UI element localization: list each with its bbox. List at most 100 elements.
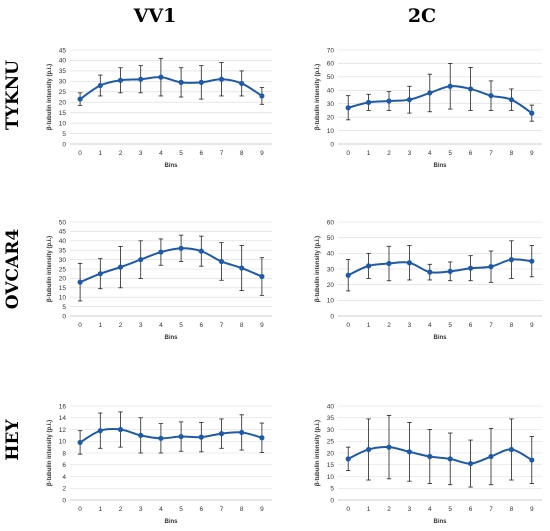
data-point <box>97 271 103 277</box>
data-point <box>366 446 372 453</box>
y-tick-label: 40 <box>59 238 67 245</box>
y-tick-label: 30 <box>327 266 335 273</box>
data-point <box>259 435 265 441</box>
x-tick-label: 1 <box>367 150 371 157</box>
data-point <box>198 434 204 440</box>
y-tick-label: 40 <box>59 58 67 65</box>
data-point <box>447 83 453 89</box>
x-tick-label: 3 <box>139 150 143 157</box>
y-axis-label: β-tubulin intensity (p.i.) <box>47 236 53 302</box>
x-tick-label: 3 <box>408 506 412 513</box>
x-axis-label: Bins <box>433 335 447 341</box>
y-tick-label: 30 <box>327 101 335 108</box>
y-tick-label: 0 <box>330 313 334 320</box>
x-tick-label: 0 <box>78 150 82 157</box>
x-axis-label: Bins <box>433 519 447 525</box>
y-tick-label: 10 <box>59 439 67 446</box>
x-tick-label: 8 <box>240 150 244 157</box>
x-tick-label: 9 <box>260 150 264 157</box>
data-point <box>259 273 265 280</box>
x-tick-label: 5 <box>179 150 183 157</box>
y-tick-label: 35 <box>59 68 67 75</box>
y-tick-label: 10 <box>59 295 67 302</box>
y-tick-label: 6 <box>62 462 66 469</box>
x-tick-label: 6 <box>469 322 473 329</box>
x-tick-label: 1 <box>98 506 102 513</box>
data-point <box>218 258 225 265</box>
data-point <box>508 257 514 263</box>
y-tick-label: 15 <box>327 462 335 469</box>
data-point <box>77 279 83 285</box>
y-tick-label: 0 <box>62 313 66 320</box>
y-tick-label: 40 <box>327 251 335 258</box>
chart-panel-1: 0 10 20 30 40 50 60 70 0 1 2 3 4 5 6 7 8 9 Bins β-tubulin i… <box>315 47 542 169</box>
data-point <box>138 76 144 82</box>
x-tick-label: 5 <box>179 322 183 329</box>
y-axis-label: β-tubulin intensity (p.i.) <box>47 420 53 486</box>
data-point <box>488 264 494 270</box>
x-tick-label: 7 <box>489 150 493 157</box>
data-point <box>158 249 164 255</box>
x-tick-label: 1 <box>98 322 102 329</box>
x-tick-label: 8 <box>510 150 514 157</box>
data-point <box>447 456 453 462</box>
x-tick-label: 0 <box>346 150 350 157</box>
data-point <box>218 431 225 437</box>
x-tick-label: 2 <box>387 322 391 329</box>
y-tick-label: 30 <box>59 257 67 264</box>
x-tick-label: 7 <box>489 322 493 329</box>
data-point <box>198 248 204 254</box>
y-tick-label: 50 <box>327 74 335 81</box>
y-tick-label: 15 <box>59 110 67 117</box>
data-point <box>158 435 164 441</box>
y-tick-label: 30 <box>327 427 335 434</box>
row-title-tyknu: TYKNU <box>3 60 23 130</box>
data-point <box>77 439 83 446</box>
y-tick-label: 0 <box>330 497 334 504</box>
y-tick-label: 8 <box>62 450 66 457</box>
x-tick-label: 9 <box>260 506 264 513</box>
y-tick-label: 40 <box>327 88 335 95</box>
row-title-hey: HEY <box>3 419 23 461</box>
x-tick-label: 6 <box>199 506 203 513</box>
x-tick-label: 5 <box>179 506 183 513</box>
data-point <box>468 86 474 92</box>
data-point <box>366 99 372 105</box>
x-tick-label: 9 <box>530 506 534 513</box>
y-tick-label: 45 <box>59 229 67 236</box>
x-tick-label: 0 <box>346 322 350 329</box>
data-point <box>259 93 265 99</box>
y-tick-label: 0 <box>62 141 66 148</box>
y-tick-label: 20 <box>327 114 335 121</box>
x-axis-label: Bins <box>164 335 178 341</box>
data-point <box>406 260 412 266</box>
x-tick-label: 8 <box>240 322 244 329</box>
y-tick-label: 20 <box>59 100 67 107</box>
x-tick-label: 1 <box>98 150 102 157</box>
y-tick-label: 70 <box>327 47 335 54</box>
y-tick-label: 0 <box>62 497 66 504</box>
series-line <box>347 85 533 114</box>
data-point <box>345 456 351 462</box>
data-point <box>178 433 184 440</box>
y-tick-label: 50 <box>59 219 67 226</box>
data-point <box>117 77 124 83</box>
y-tick-label: 60 <box>327 219 335 226</box>
data-point <box>447 268 453 274</box>
x-tick-label: 4 <box>159 322 163 329</box>
data-point <box>77 96 83 102</box>
x-axis-label: Bins <box>164 519 178 525</box>
data-point <box>158 74 164 80</box>
y-tick-label: 15 <box>59 285 67 292</box>
x-tick-label: 9 <box>530 322 534 329</box>
chart-panel-3: 0 10 20 30 40 50 60 0 1 2 3 4 5 6 7 8 9 Bins β-tubulin int… <box>315 219 542 341</box>
y-axis-label: β-tubulin intensity (p.i.) <box>315 236 321 302</box>
y-tick-label: 20 <box>327 450 335 457</box>
y-tick-label: 5 <box>62 304 66 311</box>
y-tick-label: 10 <box>59 120 67 127</box>
x-tick-label: 4 <box>428 322 432 329</box>
y-tick-label: 30 <box>59 79 67 86</box>
data-point <box>345 272 351 278</box>
data-point <box>117 264 124 270</box>
